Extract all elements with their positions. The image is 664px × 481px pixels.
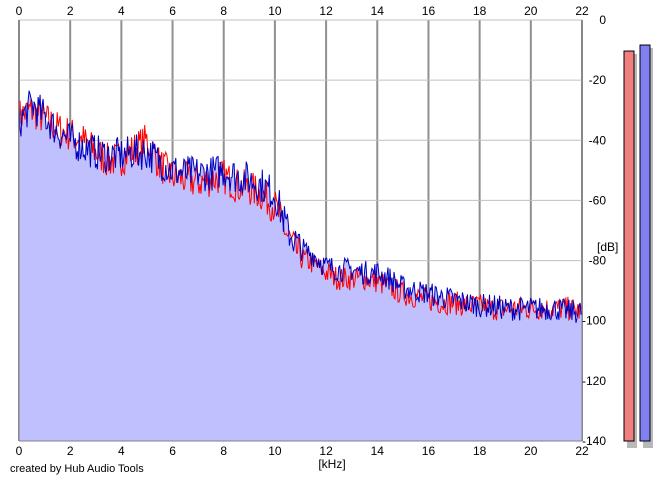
x-tick-label: 22 <box>575 4 589 18</box>
x-tick-label: 0 <box>16 4 23 18</box>
x-tick-labels-top: 0 2 4 6 8 10 12 14 16 18 20 22 <box>16 4 589 18</box>
x-tick-label: 12 <box>319 4 333 18</box>
credit-text: created by Hub Audio Tools <box>10 463 144 475</box>
y-tick-label: -120 <box>582 374 606 388</box>
axes <box>18 20 583 442</box>
x-tick-label: 2 <box>67 4 74 18</box>
x-tick-label: 18 <box>473 4 487 18</box>
x-tick-labels-bottom: 0 2 4 6 8 10 12 14 16 18 20 22 <box>16 444 589 458</box>
x-tick-label: 14 <box>371 444 385 458</box>
level-meter-1 <box>623 50 635 442</box>
y-tick-label: -40 <box>589 133 607 147</box>
y-axis-label: [dB] <box>597 240 618 254</box>
level-meters <box>623 44 653 449</box>
spectrum-fill <box>19 90 582 441</box>
x-tick-label: 4 <box>118 4 125 18</box>
series-line-2 <box>18 90 583 323</box>
x-tick-label: 8 <box>220 444 227 458</box>
x-tick-label: 10 <box>268 4 282 18</box>
x-tick-label: 0 <box>16 444 23 458</box>
y-tick-label: -20 <box>589 73 607 87</box>
y-tick-label: -60 <box>589 193 607 207</box>
x-tick-label: 6 <box>169 4 176 18</box>
series-line-1 <box>18 99 583 322</box>
x-tick-label: 8 <box>220 4 227 18</box>
x-tick-label: 6 <box>169 444 176 458</box>
x-tick-label: 20 <box>524 4 538 18</box>
series-lines <box>18 90 583 323</box>
x-tick-label: 10 <box>268 444 282 458</box>
x-tick-label: 12 <box>319 444 333 458</box>
x-tick-label: 4 <box>118 444 125 458</box>
x-tick-label: 20 <box>524 444 538 458</box>
x-tick-label: 22 <box>575 444 589 458</box>
y-tick-label: -140 <box>582 434 606 448</box>
x-tick-label: 16 <box>422 444 436 458</box>
spectrum-area <box>19 90 582 441</box>
x-tick-label: 18 <box>473 444 487 458</box>
y-tick-label: -100 <box>582 314 606 328</box>
x-axis-label: [kHz] <box>318 457 345 471</box>
x-tick-label: 14 <box>371 4 385 18</box>
x-tick-label: 16 <box>422 4 436 18</box>
y-tick-labels: 0 -20 -40 -60 -80 -100 -120 -140 <box>582 13 606 448</box>
level-meter-2 <box>639 44 651 442</box>
x-tick-label: 2 <box>67 444 74 458</box>
y-tick-label: 0 <box>599 13 606 27</box>
y-tick-label: -80 <box>589 254 607 268</box>
